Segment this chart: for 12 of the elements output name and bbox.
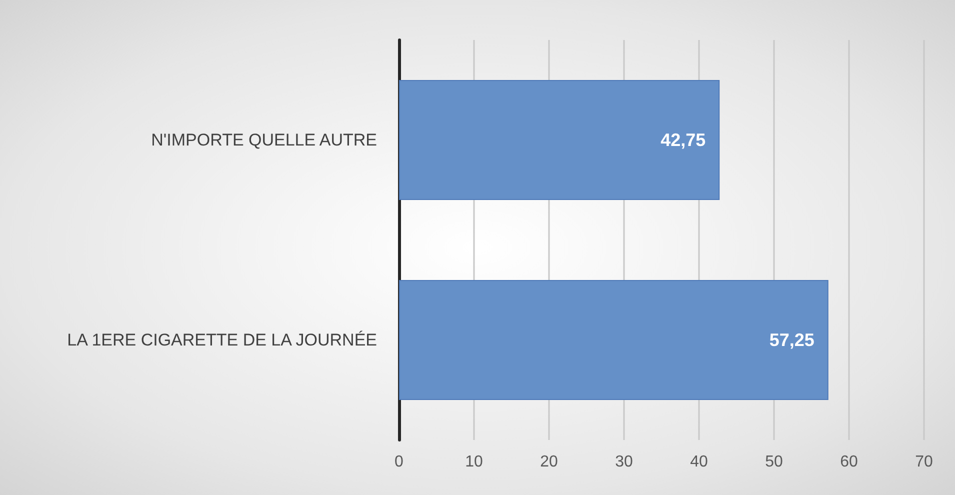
x-tick-label: 10: [465, 454, 483, 470]
x-tick-label: 40: [690, 454, 708, 470]
x-tick-label: 20: [540, 454, 558, 470]
y-tick-label: LA 1ERE CIGARETTE DE LA JOURNÉE: [67, 330, 377, 350]
data-label: 42,75: [660, 130, 706, 150]
x-tick-label: 50: [765, 454, 783, 470]
x-tick-label: 0: [394, 454, 404, 470]
x-tick-label: 70: [915, 454, 933, 470]
data-label: 57,25: [769, 330, 814, 350]
x-tick-label: 60: [840, 454, 858, 470]
x-tick-label: 30: [615, 454, 633, 470]
y-tick-label: N'IMPORTE QUELLE AUTRE: [151, 130, 377, 150]
